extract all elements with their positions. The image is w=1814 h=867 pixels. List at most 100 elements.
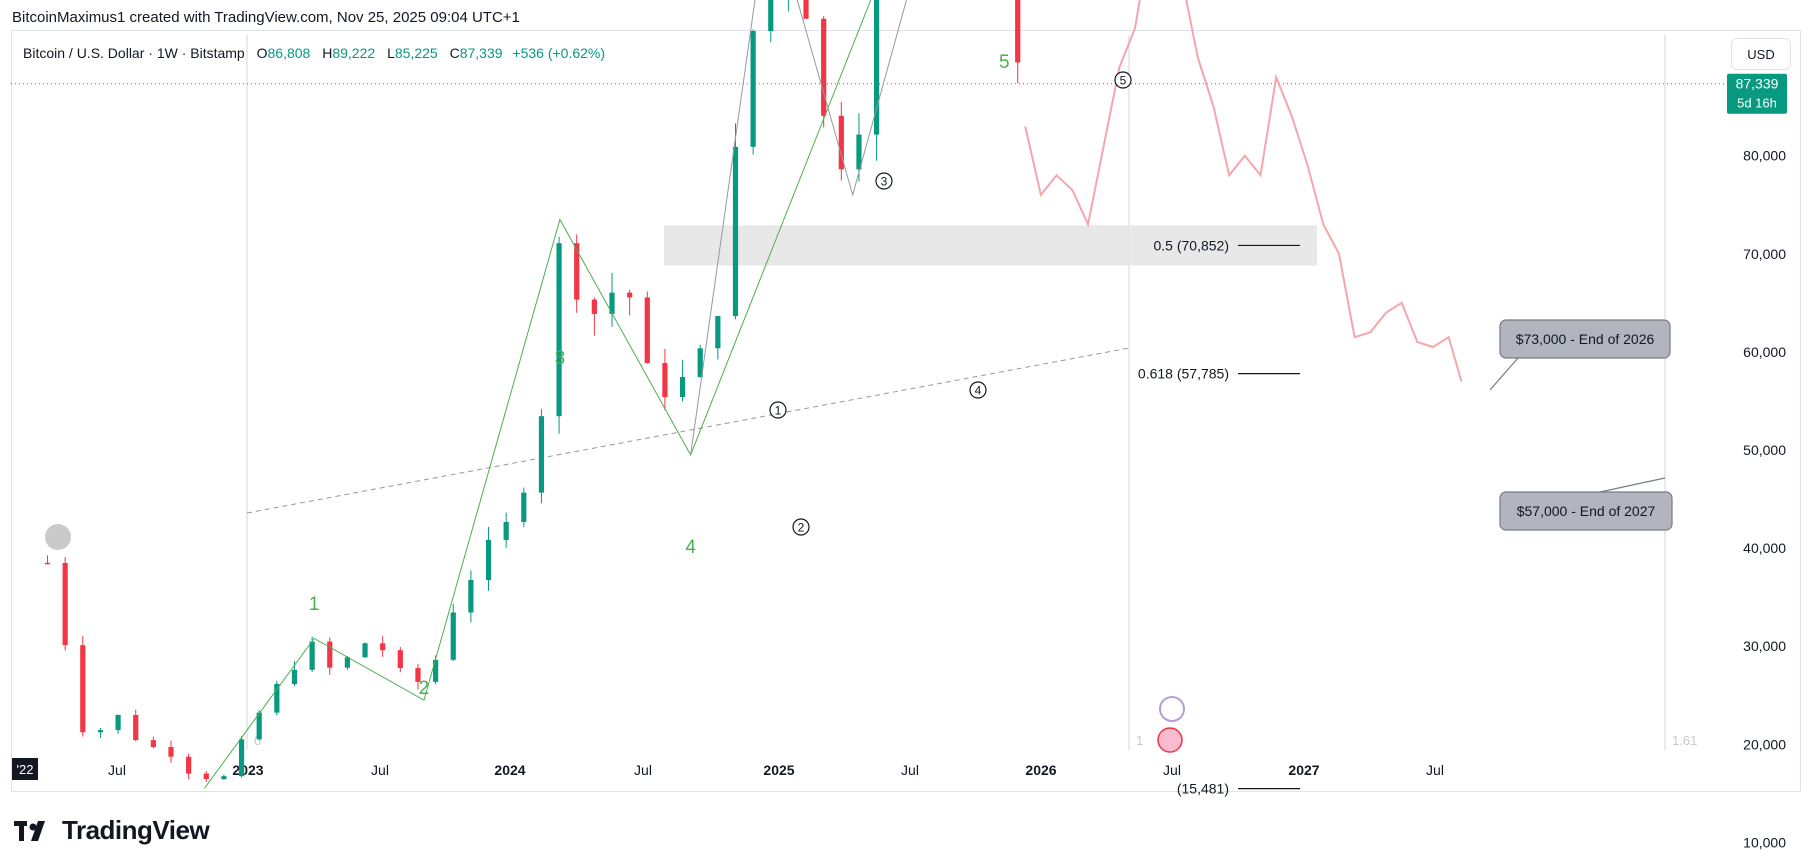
callout-pointer: [1489, 357, 1519, 391]
candle-body: [203, 773, 209, 780]
tradingview-brand[interactable]: TradingView: [14, 815, 210, 846]
minor-wave-circle: [769, 401, 787, 419]
candle-body: [556, 243, 562, 417]
callout-box: [1499, 491, 1673, 531]
candle-body: [362, 643, 368, 658]
candle-body: [644, 297, 650, 364]
time-tick-label: Jul: [1163, 762, 1181, 778]
candle-body: [256, 712, 262, 740]
callout-box: [1499, 319, 1671, 359]
low-value: 85,225: [394, 45, 438, 61]
close-value: 87,339: [459, 45, 503, 61]
candle-body: [503, 521, 509, 540]
major-wave-label: 1: [309, 594, 320, 615]
major-wave-label: 2: [419, 678, 430, 699]
candle-body: [44, 562, 51, 565]
candle-body: [186, 756, 192, 774]
candle-body: [768, 0, 774, 32]
time-tick-label: Jul: [901, 762, 919, 778]
minor-wave-circle: [875, 172, 893, 190]
candle-body: [874, 0, 880, 135]
candle-body: [697, 348, 703, 378]
high-label: H: [322, 45, 333, 61]
candle-body: [62, 562, 68, 646]
candle-body: [538, 416, 545, 493]
support-zone: [664, 225, 1317, 266]
candle-body: [274, 683, 280, 713]
callout-pointer: [1599, 477, 1666, 493]
change-value: +536 (+0.62%): [512, 45, 606, 61]
minor-wave-label: 2: [798, 521, 805, 535]
candle-body: [838, 115, 844, 170]
minor-wave-path: [690, 0, 908, 455]
time-tick-label: Jul: [1426, 762, 1444, 778]
candle-body: [1015, 0, 1021, 63]
minor-wave-label: 1: [775, 404, 782, 418]
price-tick-label: 60,000: [1743, 344, 1786, 360]
candle-body: [679, 377, 686, 398]
callout-text: $57,000 - End of 2027: [1517, 503, 1656, 519]
bar-countdown-label: 5d 16h: [1737, 96, 1777, 111]
candle-body: [591, 299, 597, 314]
ohlc-legend: Bitcoin / U.S. Dollar · 1W · Bitstamp O8…: [23, 45, 605, 61]
high-value: 89,222: [332, 45, 376, 61]
minor-wave-circle: [1114, 71, 1132, 89]
major-wave-label: 3: [555, 348, 566, 369]
event-icon: [1159, 696, 1185, 722]
major-wave-label: 4: [685, 537, 696, 558]
time-tick-label: 2025: [763, 762, 794, 778]
open-value: 86,808: [267, 45, 311, 61]
candle-body: [115, 714, 121, 731]
candle-body: [856, 134, 862, 170]
candle-body: [291, 669, 298, 684]
time-tick-label: 2023: [232, 762, 263, 778]
chart-attribution: BitcoinMaximus1 created with TradingView…: [12, 9, 520, 26]
candle-body: [468, 579, 474, 613]
candle-body: [574, 243, 580, 300]
flag-icon: [1157, 727, 1183, 753]
candle-body: [80, 645, 86, 733]
fib-time-mark: 1: [1136, 733, 1143, 748]
candle-body: [485, 539, 492, 580]
minor-wave-circle: [969, 381, 987, 399]
candles: [44, 0, 1021, 783]
price-tick-label: 50,000: [1743, 442, 1786, 458]
brand-name: TradingView: [62, 815, 210, 845]
minor-wave-circle: [792, 518, 810, 536]
symbol-label[interactable]: Bitcoin / U.S. Dollar · 1W · Bitstamp: [23, 45, 245, 61]
candle-body: [150, 740, 156, 747]
candle-body: [433, 659, 439, 682]
major-wave-label: 5: [999, 52, 1010, 73]
candle-body: [715, 316, 721, 349]
price-tick-label: 10,000: [1743, 834, 1786, 850]
fib-time-mark: 1.61: [1672, 733, 1697, 748]
candle-body: [168, 746, 174, 757]
candle-body: [450, 612, 456, 660]
fib-level-label: 0.5 (70,852): [1154, 237, 1230, 253]
time-tick-label: 2026: [1025, 762, 1056, 778]
trendline-dashed: [246, 347, 1130, 514]
time-axis-start-marker: [12, 758, 38, 780]
minor-wave-label: 3: [881, 175, 888, 189]
chart-frame[interactable]: [11, 30, 1801, 792]
tradingview-logo-icon: [14, 819, 54, 843]
time-tick-label: '22: [17, 762, 34, 777]
price-tick-label: 20,000: [1743, 736, 1786, 752]
fib-level-label: 0.618 (57,785): [1138, 366, 1229, 382]
close-label: C: [449, 45, 460, 61]
highlight-marker: [45, 524, 71, 550]
time-tick-label: 2024: [494, 762, 525, 778]
time-tick-label: Jul: [634, 762, 652, 778]
time-tick-label: Jul: [371, 762, 389, 778]
candle-body: [415, 668, 421, 682]
price-tick-label: 30,000: [1743, 638, 1786, 654]
fib-level-label: (15,481): [1177, 781, 1229, 797]
minor-wave-label: 5: [1120, 74, 1127, 88]
candle-body: [221, 776, 227, 780]
candle-body: [803, 0, 809, 19]
low-label: L: [387, 45, 395, 61]
price-tick-label: 80,000: [1743, 148, 1786, 164]
candle-body: [821, 18, 827, 116]
currency-button[interactable]: USD: [1731, 38, 1791, 70]
